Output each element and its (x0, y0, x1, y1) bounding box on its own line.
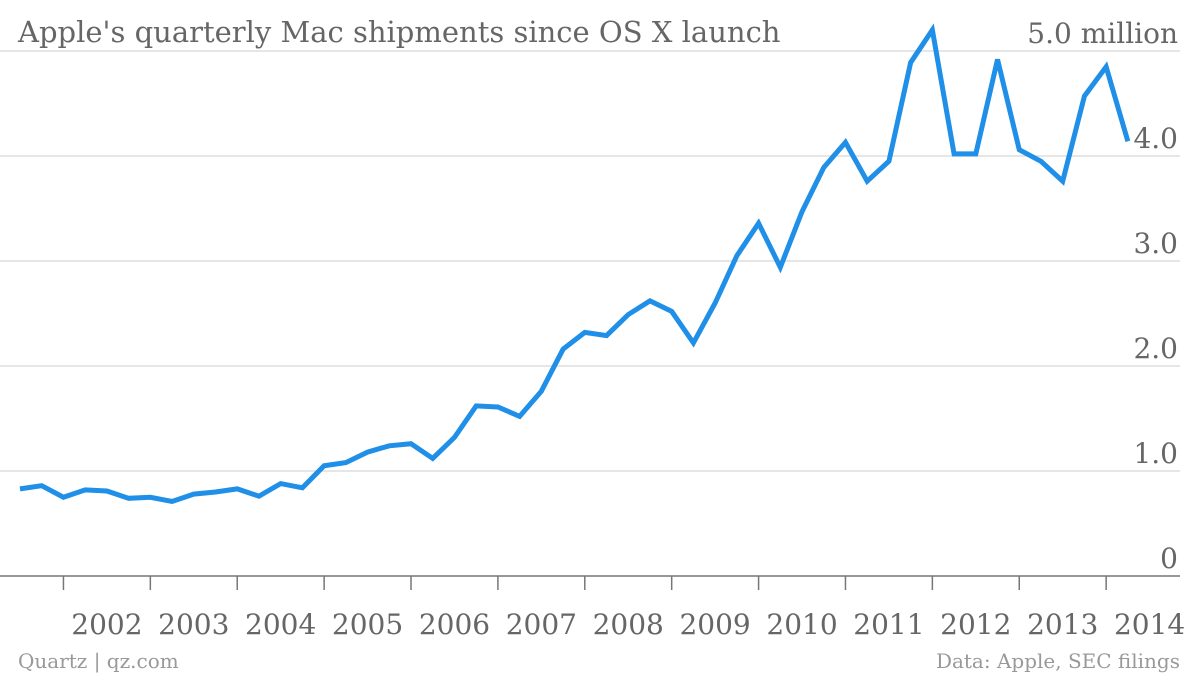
data-line (19, 23, 1131, 505)
x-tick-label: 2004 (245, 608, 316, 641)
x-tick-label: 2012 (940, 608, 1011, 641)
x-tick-label: 2014 (1114, 608, 1185, 641)
y-tick-label: 2.0 (1133, 332, 1178, 365)
x-tick-label: 2005 (332, 608, 403, 641)
y-tick-label: 5.0 million (1027, 17, 1178, 50)
y-tick-label: 0 (1160, 542, 1178, 575)
source-left: Quartz | qz.com (18, 649, 179, 674)
y-tick-label: 1.0 (1133, 437, 1178, 470)
x-tick-label: 2007 (506, 608, 577, 641)
x-tick-label: 2006 (419, 608, 490, 641)
x-tick-label: 2011 (853, 608, 924, 641)
x-tick-label: 2008 (593, 608, 664, 641)
x-tick-label: 2002 (71, 608, 142, 641)
x-tick-label: 2009 (679, 608, 750, 641)
y-tick-label: 3.0 (1133, 227, 1178, 260)
y-tick-label: 4.0 (1133, 122, 1178, 155)
source-right: Data: Apple, SEC filings (936, 649, 1180, 673)
x-tick-label: 2003 (158, 608, 229, 641)
x-tick-label: 2013 (1027, 608, 1098, 641)
x-tick-label: 2010 (766, 608, 837, 641)
chart-title: Apple's quarterly Mac shipments since OS… (17, 15, 780, 49)
